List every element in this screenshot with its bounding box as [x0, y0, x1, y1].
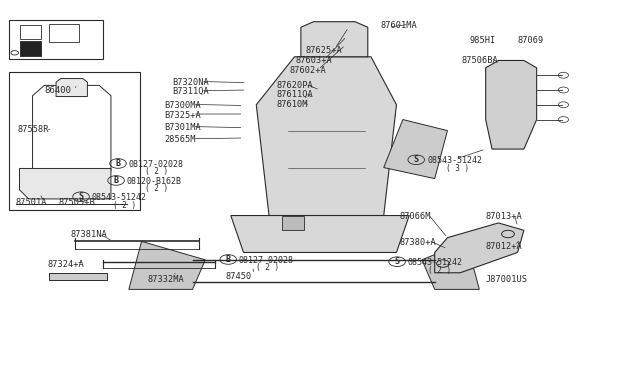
- Bar: [9, 71, 140, 210]
- Text: 87603+A: 87603+A: [296, 56, 333, 65]
- Polygon shape: [422, 241, 479, 289]
- Polygon shape: [301, 22, 368, 57]
- Bar: [20, 41, 41, 55]
- Text: 87012+A: 87012+A: [486, 243, 522, 251]
- Polygon shape: [129, 241, 205, 289]
- Text: B7301MA: B7301MA: [164, 123, 200, 132]
- Text: 08543-51242: 08543-51242: [427, 156, 482, 166]
- Text: ( 2 ): ( 2 ): [113, 201, 136, 210]
- Text: 985HI: 985HI: [470, 36, 496, 45]
- Text: 87501A: 87501A: [15, 198, 47, 207]
- Text: 87625+A: 87625+A: [306, 46, 343, 55]
- Polygon shape: [56, 78, 88, 97]
- Polygon shape: [256, 57, 396, 215]
- Text: 08543-51242: 08543-51242: [92, 193, 147, 202]
- Text: S: S: [413, 155, 419, 164]
- Text: S: S: [79, 192, 84, 201]
- Text: 08127-02028: 08127-02028: [129, 160, 184, 169]
- Polygon shape: [19, 169, 111, 199]
- Bar: [49, 24, 79, 42]
- Text: B: B: [226, 255, 231, 264]
- Bar: [20, 25, 41, 39]
- Text: B7320NA: B7320NA: [172, 78, 209, 87]
- Text: ( 2 ): ( 2 ): [145, 185, 168, 193]
- Text: 08127-02028: 08127-02028: [239, 256, 293, 265]
- Text: 08120-B162B: 08120-B162B: [127, 177, 182, 186]
- Polygon shape: [384, 119, 447, 179]
- Text: B7311QA: B7311QA: [172, 87, 209, 96]
- Text: ( 3 ): ( 3 ): [446, 164, 469, 173]
- Text: ( 2 ): ( 2 ): [428, 266, 451, 275]
- Text: 87611QA: 87611QA: [276, 90, 314, 99]
- Polygon shape: [282, 215, 304, 230]
- Polygon shape: [486, 61, 537, 149]
- Text: 87324+A: 87324+A: [47, 260, 84, 269]
- Text: J87001US: J87001US: [486, 275, 527, 283]
- Text: 87601MA: 87601MA: [381, 21, 417, 30]
- Text: 87558R: 87558R: [17, 125, 49, 134]
- Polygon shape: [49, 273, 106, 280]
- Text: 87332MA: 87332MA: [148, 275, 185, 283]
- Polygon shape: [231, 215, 409, 253]
- Bar: [9, 20, 103, 59]
- Text: B: B: [113, 176, 118, 185]
- Text: 87505+B: 87505+B: [59, 198, 95, 207]
- Text: B: B: [115, 159, 120, 168]
- Text: 87450: 87450: [226, 272, 252, 281]
- Text: 87620PA: 87620PA: [276, 81, 314, 90]
- Text: 87506BA: 87506BA: [461, 56, 498, 65]
- Text: 87013+A: 87013+A: [486, 212, 522, 221]
- Text: 87066M: 87066M: [399, 212, 431, 221]
- Text: S: S: [395, 257, 399, 266]
- Text: 08543-51242: 08543-51242: [408, 258, 463, 267]
- Text: 87602+A: 87602+A: [289, 66, 326, 75]
- Polygon shape: [435, 223, 524, 273]
- Text: 87381NA: 87381NA: [70, 230, 107, 239]
- Text: 87380+A: 87380+A: [399, 238, 436, 247]
- Text: 28565M: 28565M: [164, 135, 195, 144]
- Text: ( 2 ): ( 2 ): [145, 167, 168, 176]
- Text: 87610M: 87610M: [276, 100, 308, 109]
- Text: B7300MA: B7300MA: [164, 101, 200, 110]
- Text: B7325+A: B7325+A: [164, 110, 200, 120]
- Text: 87069: 87069: [518, 36, 544, 45]
- Text: 86400: 86400: [45, 86, 72, 95]
- Text: ( 2 ): ( 2 ): [256, 263, 280, 272]
